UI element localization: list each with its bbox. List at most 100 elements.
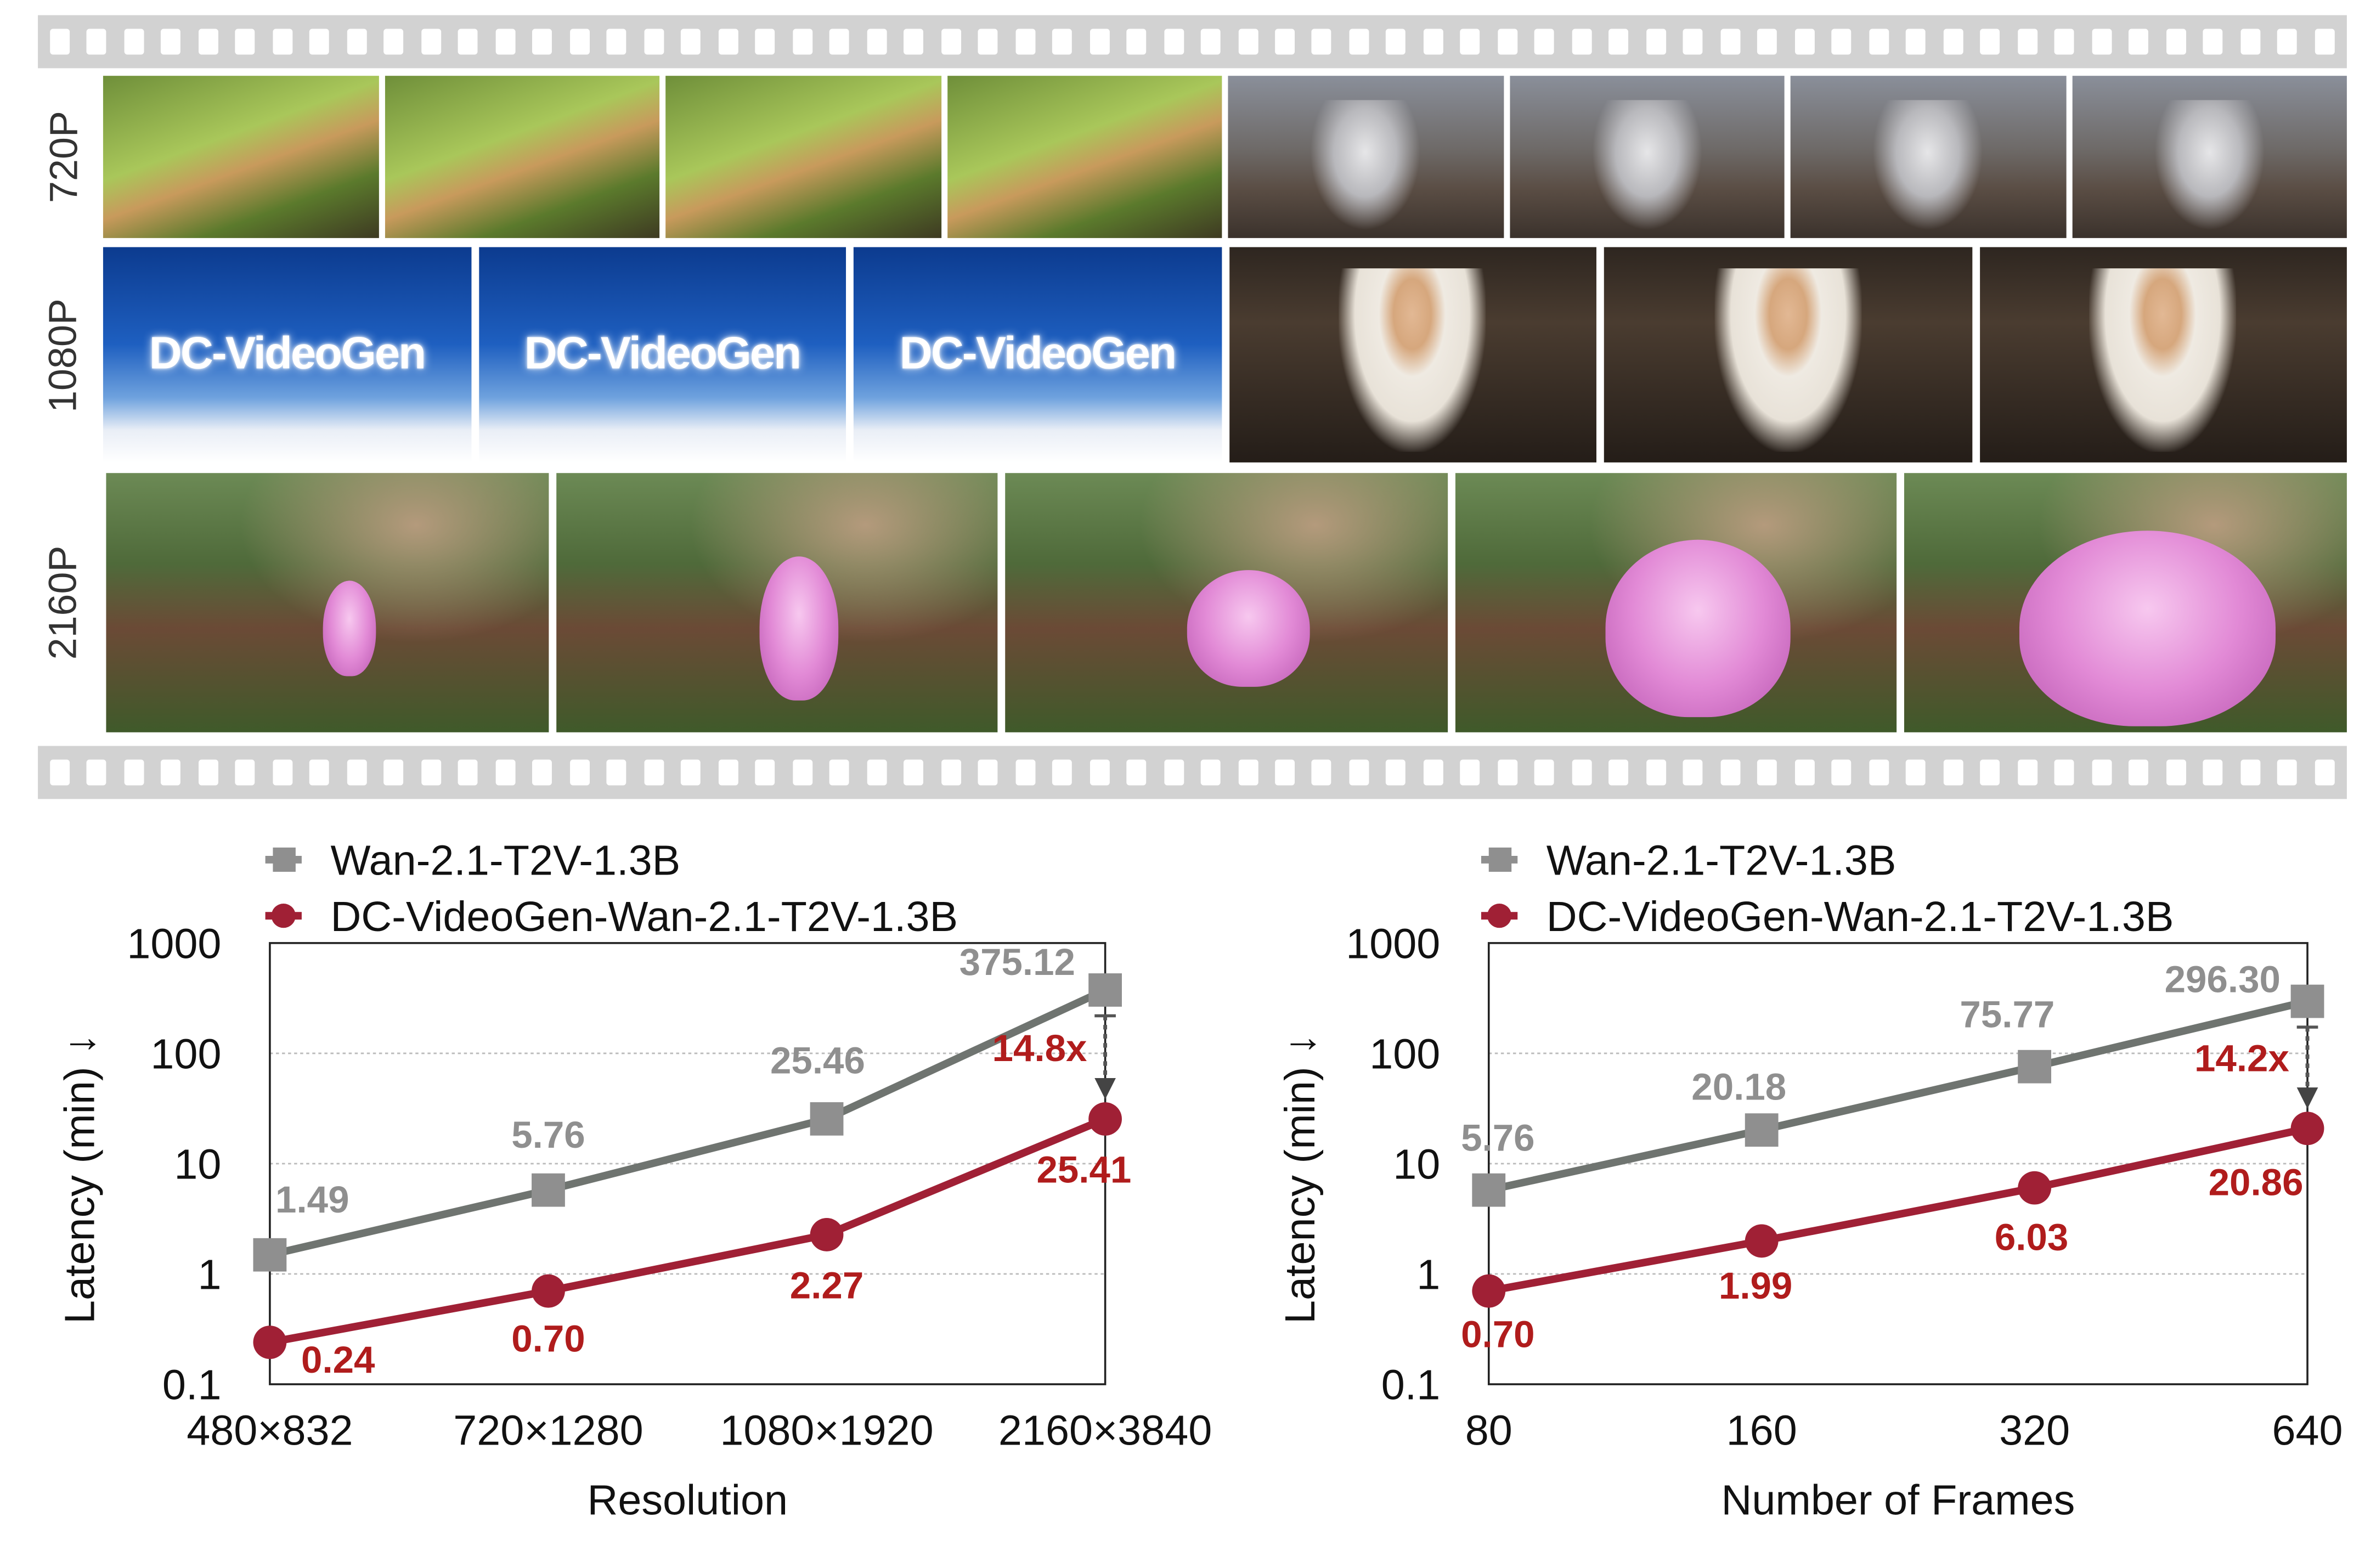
film-hole bbox=[978, 759, 998, 786]
film-hole bbox=[87, 759, 107, 786]
film-hole bbox=[607, 759, 627, 786]
film-hole bbox=[1980, 29, 2000, 55]
film-hole bbox=[235, 29, 256, 55]
film-hole bbox=[1683, 759, 1703, 786]
speedup-label: 14.2x bbox=[2194, 1037, 2289, 1080]
data-point-baseline bbox=[1472, 1173, 1506, 1207]
data-point-baseline bbox=[2290, 984, 2324, 1018]
y-axis-label: Latency (min) ↓ bbox=[56, 1034, 103, 1324]
y-tick-label: 10 bbox=[174, 1141, 221, 1188]
y-tick-label: 0.1 bbox=[1381, 1362, 1441, 1409]
film-hole bbox=[1089, 29, 1109, 55]
film-hole bbox=[1943, 759, 1963, 786]
video-frame-corgi bbox=[103, 76, 379, 238]
plot-frame bbox=[1487, 942, 2308, 1385]
film-hole bbox=[347, 759, 367, 786]
data-point-ours bbox=[1088, 1102, 1122, 1136]
video-frame-flower bbox=[1455, 473, 1898, 732]
film-hole bbox=[1015, 759, 1035, 786]
y-tick-label: 1 bbox=[1416, 1251, 1440, 1299]
flower-bloom bbox=[1605, 540, 1791, 717]
film-hole bbox=[904, 759, 924, 786]
x-tick-label: 640 bbox=[2272, 1407, 2343, 1454]
data-label-baseline: 25.46 bbox=[770, 1039, 865, 1081]
film-hole bbox=[495, 29, 516, 55]
film-hole bbox=[458, 29, 478, 55]
film-hole bbox=[1534, 759, 1555, 786]
film-hole bbox=[1534, 29, 1555, 55]
series-line-baseline bbox=[269, 986, 1107, 1259]
legend-label-baseline: Wan-2.1-T2V-1.3B bbox=[1546, 837, 1896, 884]
data-point-baseline bbox=[1088, 973, 1122, 1007]
data-point-baseline bbox=[2018, 1050, 2052, 1084]
film-hole bbox=[198, 29, 218, 55]
film-hole bbox=[2203, 759, 2223, 786]
legend-label-baseline: Wan-2.1-T2V-1.3B bbox=[330, 837, 680, 884]
data-label-ours: 1.99 bbox=[1719, 1264, 1792, 1307]
film-strip-top bbox=[38, 15, 2347, 69]
film-hole bbox=[1460, 759, 1481, 786]
data-point-baseline bbox=[532, 1173, 565, 1207]
film-hole bbox=[421, 29, 441, 55]
frame-logo-text: DC-VideoGen bbox=[899, 329, 1177, 379]
film-hole bbox=[755, 29, 775, 55]
film-hole bbox=[1609, 29, 1629, 55]
film-hole bbox=[1980, 759, 2000, 786]
film-hole bbox=[978, 29, 998, 55]
data-point-ours bbox=[1745, 1224, 1779, 1258]
legend-label-ours: DC-VideoGen-Wan-2.1-T2V-1.3B bbox=[1546, 893, 2174, 940]
film-hole bbox=[1906, 29, 1926, 55]
data-label-ours: 0.70 bbox=[1461, 1312, 1534, 1355]
data-label-ours: 25.41 bbox=[1036, 1148, 1131, 1191]
data-label-ours: 2.27 bbox=[790, 1264, 863, 1307]
film-hole bbox=[87, 29, 107, 55]
film-hole bbox=[1869, 759, 1889, 786]
film-hole bbox=[532, 29, 552, 55]
video-frame-flower bbox=[1905, 473, 2347, 732]
film-strip-bottom bbox=[38, 746, 2347, 799]
film-hole bbox=[2240, 759, 2260, 786]
y-tick-label: 1000 bbox=[127, 921, 221, 968]
film-hole bbox=[941, 759, 961, 786]
data-point-ours bbox=[253, 1326, 287, 1360]
data-point-ours bbox=[810, 1218, 844, 1251]
film-hole bbox=[235, 759, 256, 786]
video-frame-flower bbox=[1005, 473, 1448, 732]
film-hole bbox=[458, 759, 478, 786]
legend-circle-marker-icon bbox=[1487, 904, 1512, 928]
y-tick-label: 100 bbox=[1369, 1031, 1440, 1078]
film-hole bbox=[829, 29, 850, 55]
video-frame-woman bbox=[1979, 247, 2347, 462]
film-hole bbox=[2129, 759, 2149, 786]
flower-bloom bbox=[1187, 569, 1311, 687]
video-frame-corgi bbox=[665, 76, 941, 238]
series-line-ours bbox=[1488, 1125, 2308, 1295]
data-point-baseline bbox=[253, 1238, 287, 1272]
film-hole bbox=[1460, 29, 1481, 55]
film-hole bbox=[718, 29, 738, 55]
video-frame-astronaut bbox=[1790, 76, 2066, 238]
x-tick-label: 480×832 bbox=[187, 1407, 353, 1454]
film-hole bbox=[1349, 29, 1369, 55]
film-hole bbox=[1126, 759, 1147, 786]
x-tick-label: 2160×3840 bbox=[998, 1407, 1212, 1454]
data-point-ours bbox=[1472, 1274, 1506, 1308]
film-hole bbox=[1238, 29, 1258, 55]
film-hole bbox=[2129, 29, 2149, 55]
film-hole bbox=[1312, 759, 1332, 786]
film-hole bbox=[1609, 759, 1629, 786]
film-hole bbox=[124, 759, 144, 786]
x-tick-label: 720×1280 bbox=[453, 1407, 643, 1454]
film-hole bbox=[1794, 759, 1815, 786]
video-frame-sky: DC-VideoGen bbox=[478, 247, 846, 462]
film-hole bbox=[273, 29, 293, 55]
film-hole bbox=[1386, 759, 1406, 786]
film-hole bbox=[644, 759, 664, 786]
film-hole bbox=[2314, 29, 2334, 55]
film-hole bbox=[607, 29, 627, 55]
data-label-ours: 0.24 bbox=[301, 1338, 375, 1381]
film-hole bbox=[1943, 29, 1963, 55]
film-hole bbox=[1869, 29, 1889, 55]
series-line-baseline bbox=[1488, 997, 2308, 1194]
